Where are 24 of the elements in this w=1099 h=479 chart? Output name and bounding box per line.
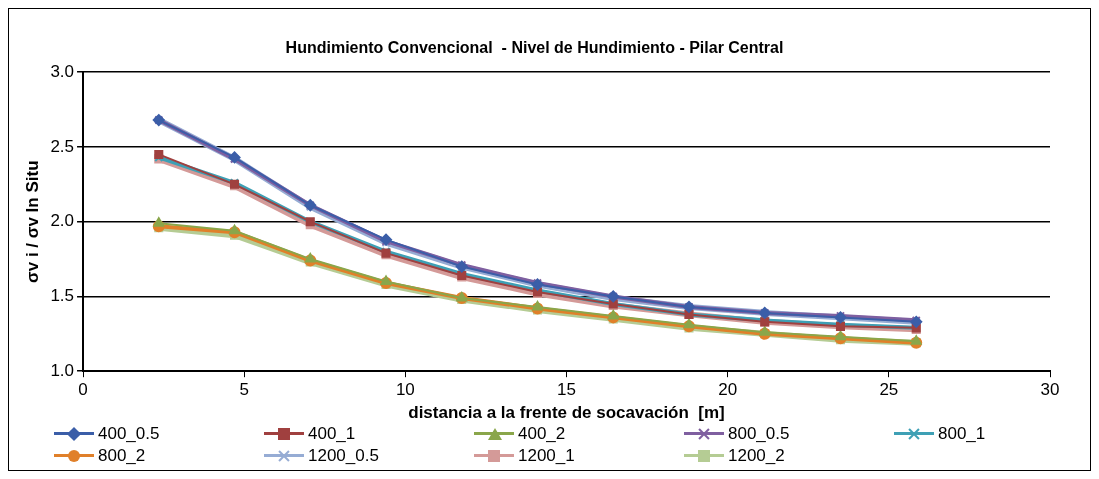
x-tick-label: 25: [879, 380, 899, 400]
y-tick-label: 3.0: [50, 61, 75, 81]
legend-label: 1200_0.5: [308, 446, 379, 466]
x-tick-label: 30: [1040, 380, 1060, 400]
y-tick-label: 2.5: [50, 136, 75, 156]
y-tick-label: 1.5: [50, 286, 75, 306]
legend-label: 400_1: [308, 424, 356, 444]
legend-label: 1200_2: [728, 446, 785, 466]
y-axis-title: σv i / σv In Situ: [22, 160, 42, 283]
legend-label: 800_0.5: [728, 424, 790, 444]
legend-label: 400_2: [518, 424, 566, 444]
y-tick-label: 1.0: [50, 360, 75, 380]
x-tick-label: 0: [78, 380, 88, 400]
legend-label: 400_0.5: [98, 424, 160, 444]
x-tick-label: 15: [557, 380, 576, 400]
x-tick-label: 10: [395, 380, 415, 400]
chart-title: Hundimiento Convencional - Nivel de Hundimiento - Pilar Central: [285, 39, 784, 57]
x-axis-title: distancia a la frente de socavación [m]: [408, 403, 725, 423]
y-tick-label: 2.0: [50, 211, 75, 231]
legend-label: 800_1: [938, 424, 986, 444]
legend-label: 1200_1: [518, 446, 575, 466]
x-tick-label: 20: [718, 380, 738, 400]
x-tick-label: 5: [239, 380, 249, 400]
legend-label: 800_2: [98, 446, 146, 466]
